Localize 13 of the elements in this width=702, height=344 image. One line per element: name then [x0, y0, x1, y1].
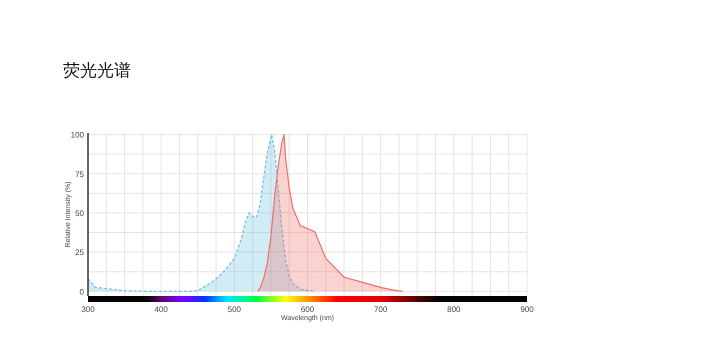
x-tick-label: 700 [374, 305, 388, 314]
x-tick-label: 900 [520, 305, 534, 314]
x-tick-label: 800 [447, 305, 462, 314]
x-tick-label: 500 [228, 305, 242, 314]
chart-title: 荧光光谱 [63, 61, 131, 80]
x-tick-label: 600 [300, 305, 315, 314]
y-tick-label: 25 [75, 248, 85, 258]
y-tick-label: 100 [70, 130, 85, 140]
y-tick-label: 75 [75, 170, 85, 179]
y-tick-label: 50 [75, 208, 85, 218]
x-tick-label: 400 [154, 305, 168, 314]
y-tick-label: 0 [80, 287, 85, 296]
x-tick-label: 300 [81, 305, 96, 314]
